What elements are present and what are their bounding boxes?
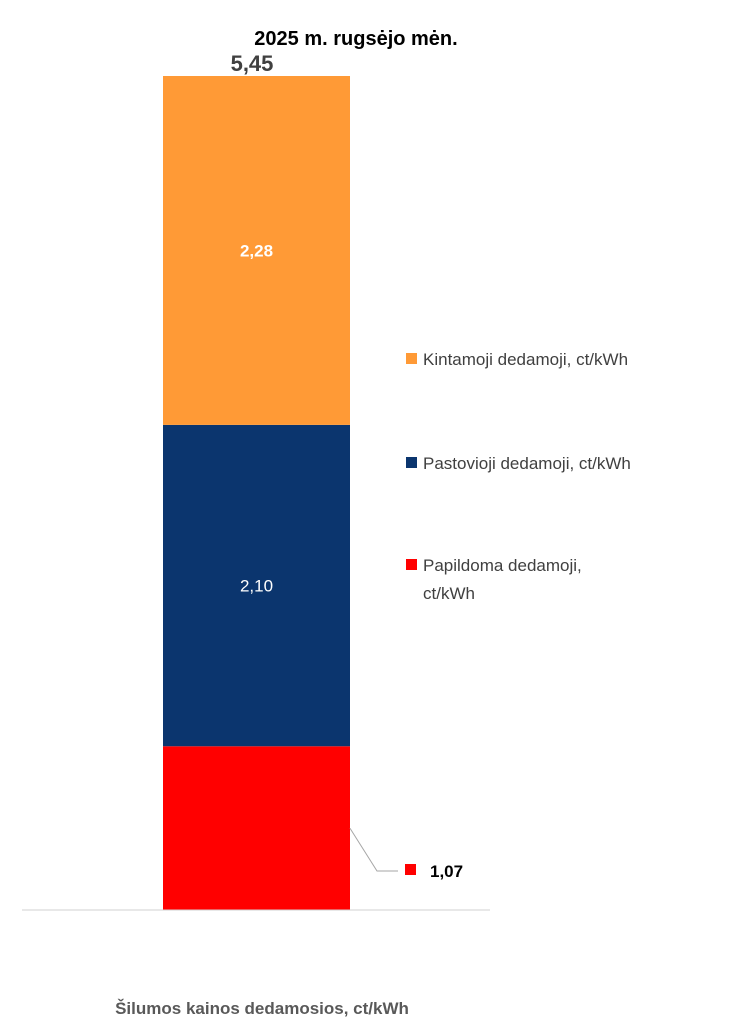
data-label-kintamoji: 2,28: [240, 241, 273, 260]
legend: Kintamoji dedamoji, ct/kWh Pastovioji ded…: [406, 350, 631, 603]
chart-title: 2025 m. rugsėjo mėn.: [254, 28, 457, 50]
legend-label-kintamoji: Kintamoji dedamoji, ct/kWh: [423, 350, 628, 369]
legend-item-pastovioji: Pastovioji dedamoji, ct/kWh: [406, 454, 631, 473]
data-label-pastovioji: 2,10: [240, 577, 273, 596]
legend-label-pastovioji: Pastovioji dedamoji, ct/kWh: [423, 454, 631, 473]
bar-segment-kintamoji: [163, 76, 350, 425]
data-label-papildoma: 1,07: [430, 862, 463, 881]
data-label-key-papildoma: [405, 864, 416, 875]
legend-swatch-kintamoji: [406, 353, 417, 364]
legend-label-papildoma: Papildoma dedamoji, ct/kWh: [423, 556, 582, 603]
total-value-label: 5,45: [231, 51, 274, 76]
bar-segment-pastovioji: [163, 424, 350, 747]
bar-segments: [163, 76, 350, 910]
legend-item-kintamoji: Kintamoji dedamoji, ct/kWh: [406, 350, 628, 369]
data-labels: 1,07 2,10 2,28: [240, 241, 463, 881]
legend-swatch-pastovioji: [406, 457, 417, 468]
bar-segment-papildoma: [163, 746, 350, 910]
x-axis-label: Šilumos kainos dedamosios, ct/kWh: [115, 999, 409, 1018]
legend-item-papildoma: Papildoma dedamoji, ct/kWh: [406, 556, 582, 603]
legend-swatch-papildoma: [406, 559, 417, 570]
data-label-leader-line: [349, 827, 398, 872]
